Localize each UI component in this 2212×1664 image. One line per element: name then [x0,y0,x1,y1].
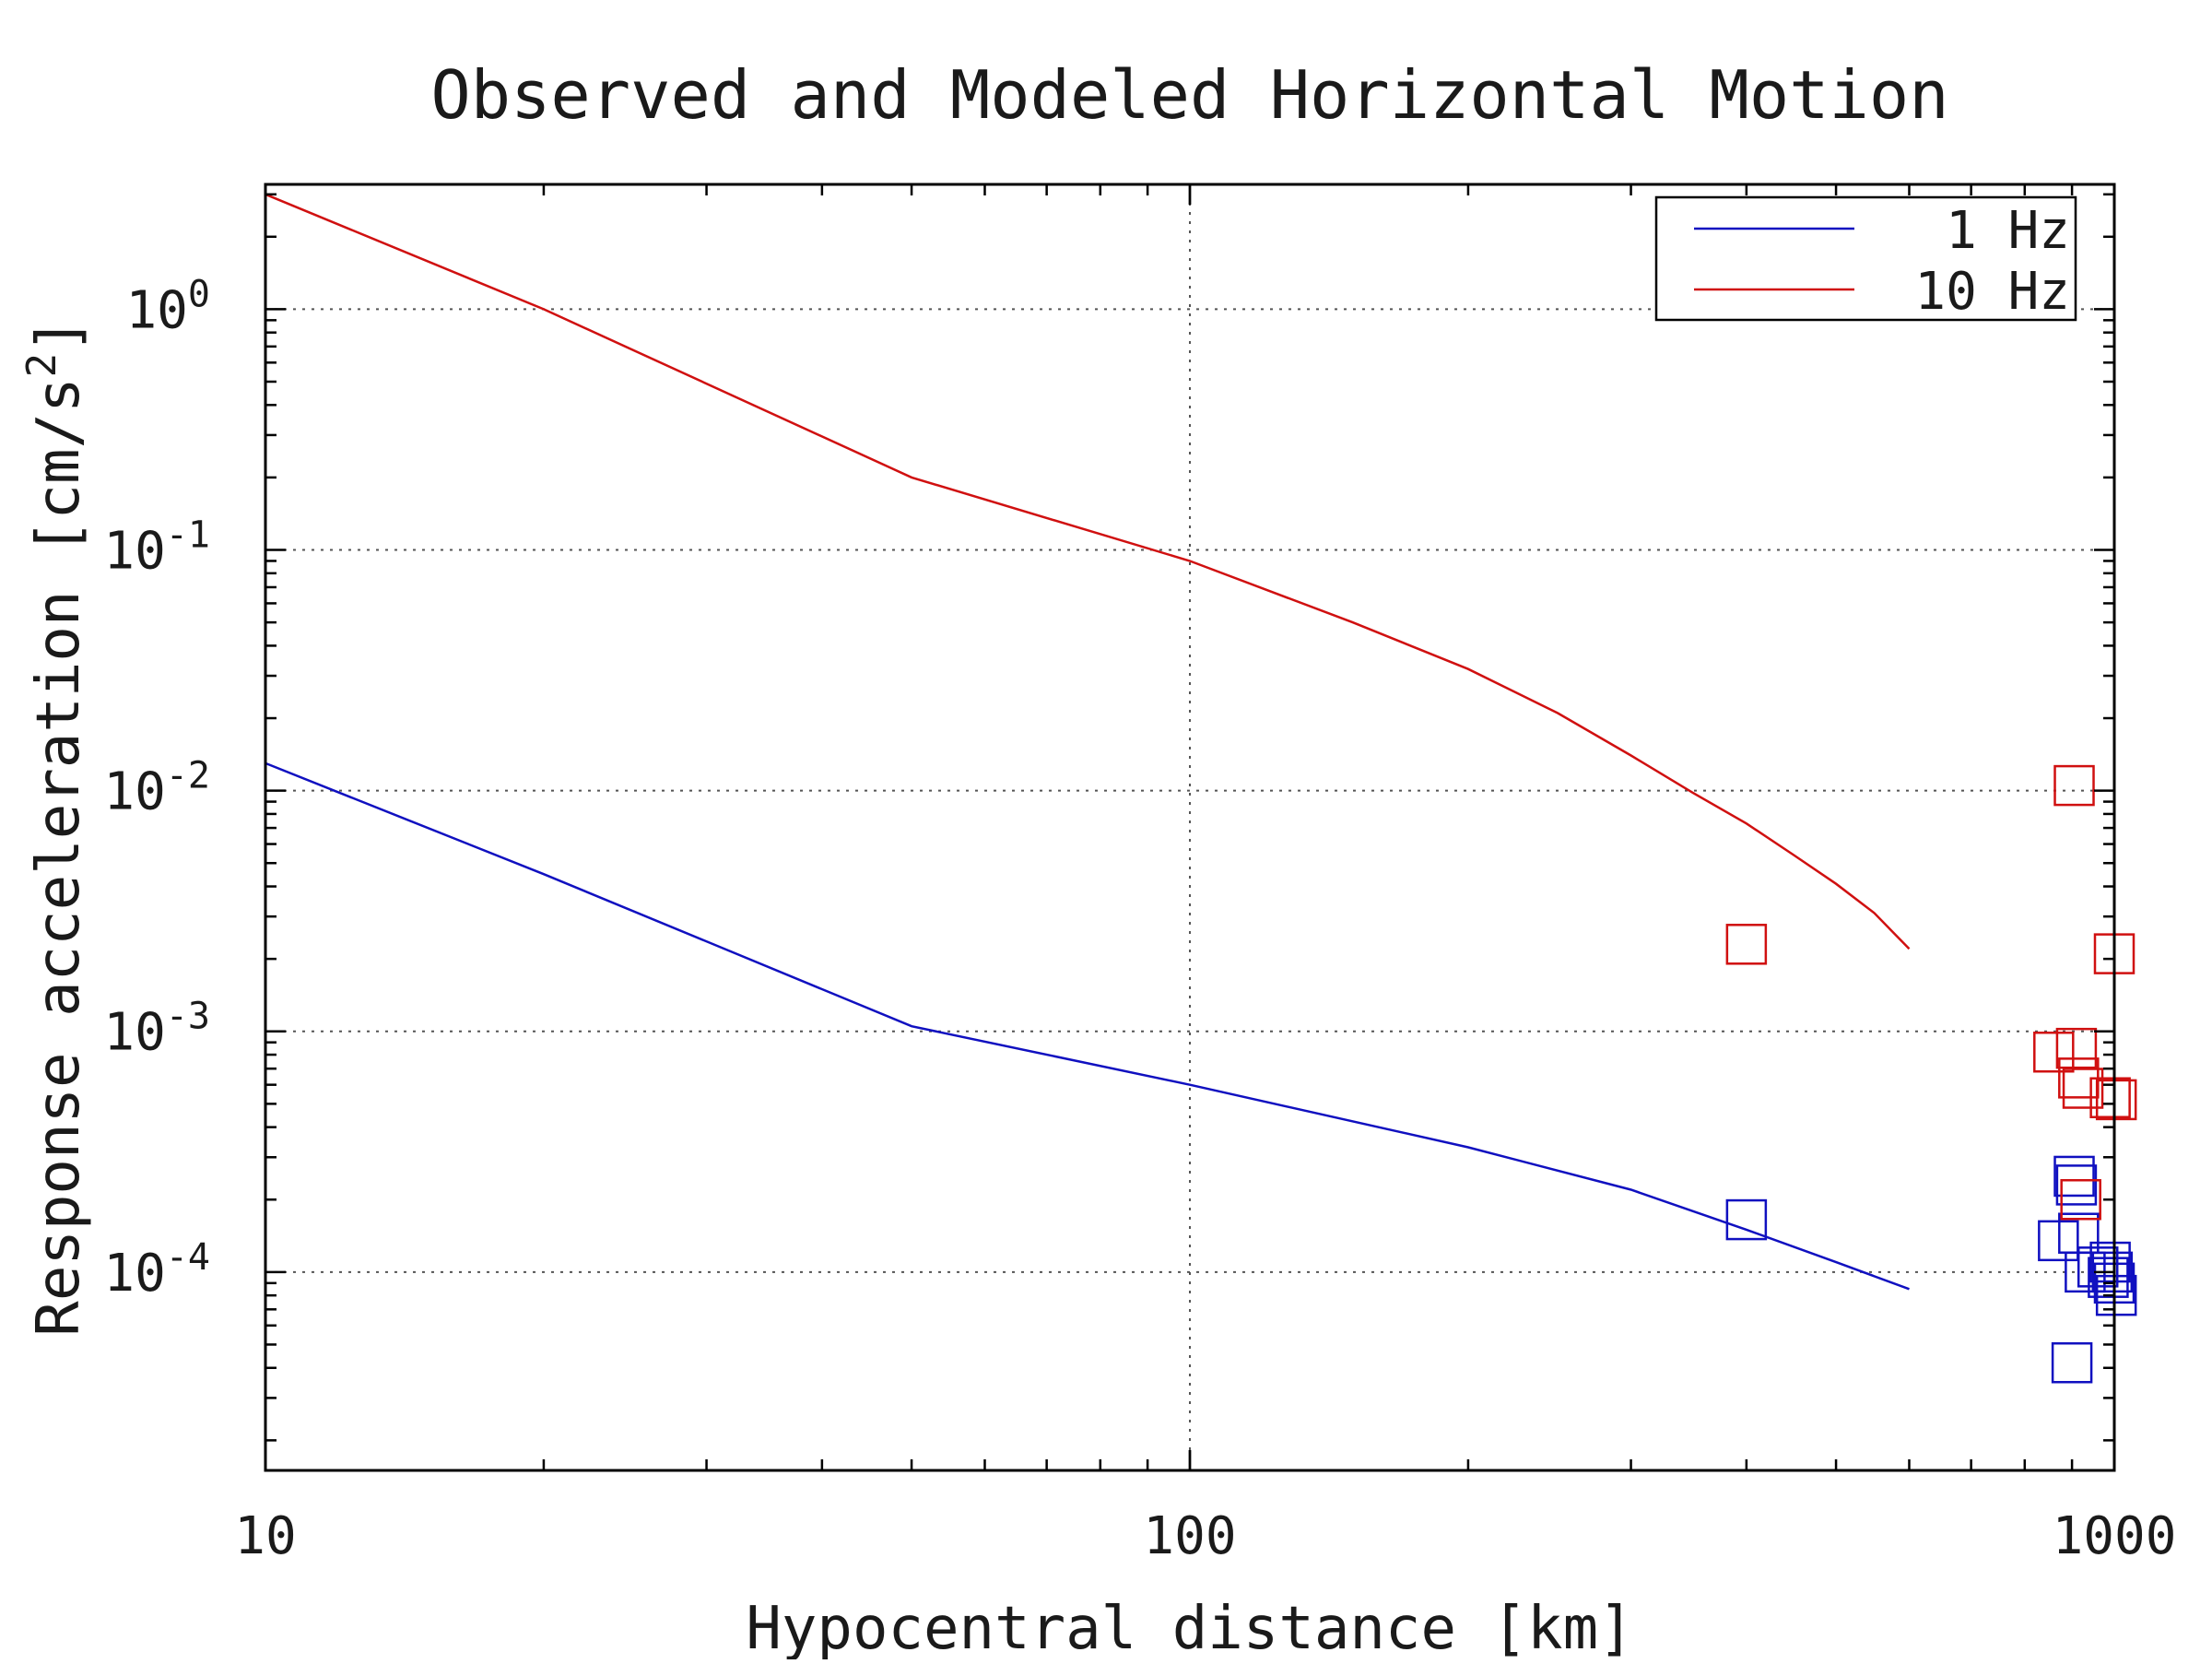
observed-point-10hz [2060,1179,2101,1221]
observed-point-10hz [2089,1077,2131,1118]
x-tick-label: 10 [234,1506,296,1566]
observed-point-10hz [1725,924,1768,965]
x-tick-label: 1000 [2053,1506,2177,1566]
observed-point-10hz [2055,1027,2098,1069]
series-line-1hz [265,761,1910,1291]
observed-point-10hz [2033,1032,2075,1073]
y-tick-label: 10-1 [103,514,210,582]
observed-point-10hz [2095,1079,2137,1121]
observed-point-1hz [2055,1164,2098,1206]
observed-point-1hz [2091,1251,2134,1293]
y-tick-label: 10-2 [103,755,210,822]
y-tick-label: 10-3 [103,996,210,1063]
legend-box [1654,195,2077,322]
y-axis-label-base: Response acceleration [cm/s [25,377,93,1336]
x-axis-label: Hypocentral distance [km] [746,1595,1633,1659]
y-axis-label: Response acceleration [cm/s2] [18,317,94,1336]
y-tick-label: 100 [125,273,210,340]
series-line-10hz [265,193,1911,950]
observed-point-1hz [1725,1198,1768,1241]
observed-point-1hz [2053,1155,2095,1198]
observed-point-1hz [2095,1274,2137,1316]
grid [265,184,2114,1470]
observed-point-1hz [2051,1341,2093,1384]
y-tick-label: 10-4 [103,1236,210,1304]
chart-title: Observed and Modeled Horizontal Motion [430,56,1948,134]
ticks [264,184,2116,1470]
legend-label-10hz: 10 Hz [1914,262,2070,322]
observed-point-1hz [2089,1241,2131,1283]
observed-point-1hz [2088,1257,2129,1298]
x-tick-label: 100 [1143,1506,1236,1566]
y-axis-label-end: ] [25,317,93,353]
legend: 1 Hz 10 Hz [1654,195,2077,322]
observed-point-10hz [2062,1068,2104,1109]
observed-point-10hz [2053,764,2095,807]
series-layer [265,193,1911,1291]
y-axis-label-sup: 2 [18,353,65,378]
legend-label-1hz: 1 Hz [1946,201,2070,261]
